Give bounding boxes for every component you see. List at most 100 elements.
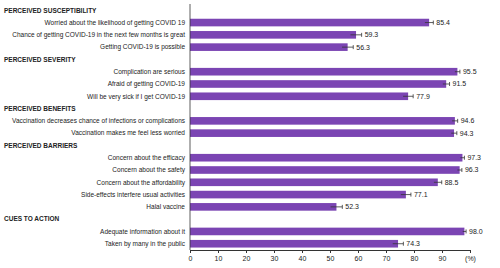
category-label: Chance of getting COVID-19 in the next f… bbox=[12, 31, 185, 39]
bar bbox=[190, 19, 429, 27]
category-label: Vaccination makes me feel less worried bbox=[71, 129, 185, 136]
x-tick-label: 40 bbox=[299, 255, 307, 262]
x-tick-mark bbox=[302, 250, 303, 253]
bar bbox=[190, 68, 457, 76]
x-tick-label: 70 bbox=[383, 255, 391, 262]
error-line bbox=[403, 96, 413, 97]
bar bbox=[190, 129, 454, 137]
category-label: Halal vaccine bbox=[146, 203, 185, 210]
x-tick: 80 bbox=[411, 250, 419, 262]
data-label: 77.1 bbox=[414, 191, 428, 198]
category-label: Worried about the likelihood of getting … bbox=[45, 19, 186, 27]
bar bbox=[190, 80, 446, 88]
error-line bbox=[457, 170, 461, 171]
category-label: Concern about the affordability bbox=[97, 179, 186, 187]
data-label: 56.3 bbox=[356, 44, 370, 51]
x-tick-mark bbox=[218, 250, 219, 253]
error-cap bbox=[410, 193, 411, 197]
error-cap bbox=[353, 45, 354, 49]
category-label: Concern about the efficacy bbox=[108, 154, 186, 162]
error-cap bbox=[459, 70, 460, 74]
data-label: 59.3 bbox=[365, 31, 379, 38]
bar bbox=[190, 178, 438, 186]
error-cap bbox=[441, 180, 442, 184]
bar bbox=[190, 240, 398, 248]
data-label: 98.0 bbox=[469, 228, 483, 235]
x-tick-mark bbox=[442, 250, 443, 253]
error-bar bbox=[460, 156, 464, 160]
error-bar bbox=[451, 131, 457, 135]
x-tick: 50 bbox=[327, 250, 335, 262]
x-axis: 0102030405060708090(%) bbox=[189, 250, 476, 263]
bar bbox=[190, 228, 464, 236]
error-cap bbox=[342, 205, 343, 209]
group-header: PERCEIVED BARRIERS bbox=[4, 142, 78, 149]
x-tick-label: (%) bbox=[465, 255, 476, 263]
x-tick-label: 20 bbox=[243, 255, 251, 262]
error-cap bbox=[461, 168, 462, 172]
error-bar bbox=[452, 119, 458, 123]
error-line bbox=[455, 71, 460, 72]
error-bar bbox=[463, 229, 466, 233]
error-cap bbox=[457, 119, 458, 123]
x-tick-label: 90 bbox=[439, 255, 447, 262]
category-label: Will be very sick if I get COVID-19 bbox=[87, 93, 185, 101]
x-tick: 20 bbox=[243, 250, 251, 262]
x-tick-mark bbox=[470, 250, 471, 253]
x-tick-label: 50 bbox=[327, 255, 335, 262]
x-tick-label: 60 bbox=[355, 255, 363, 262]
x-tick: 30 bbox=[271, 250, 279, 262]
data-label: 77.9 bbox=[416, 93, 430, 100]
error-line bbox=[401, 194, 411, 195]
error-bar bbox=[455, 70, 460, 74]
error-bar bbox=[434, 180, 442, 184]
x-tick: 70 bbox=[383, 250, 391, 262]
bar bbox=[190, 154, 462, 162]
error-bar bbox=[401, 193, 411, 197]
x-tick: 60 bbox=[355, 250, 363, 262]
data-label: 74.3 bbox=[406, 240, 420, 247]
bar bbox=[190, 203, 336, 211]
error-cap bbox=[456, 131, 457, 135]
error-line bbox=[393, 243, 404, 244]
data-label: 97.3 bbox=[467, 154, 481, 161]
category-label: Side-effects interfere usual activities bbox=[81, 191, 186, 198]
data-label: 88.5 bbox=[445, 179, 459, 186]
category-label: Complication are serious bbox=[113, 68, 185, 76]
x-tick-label: 80 bbox=[411, 255, 419, 262]
error-line bbox=[463, 231, 466, 232]
category-label: Adequate information about it bbox=[100, 228, 185, 236]
error-bar bbox=[342, 45, 353, 49]
group-header: CUES TO ACTION bbox=[4, 215, 60, 222]
category-label: Taken by many in the public bbox=[105, 240, 186, 248]
data-label: 94.3 bbox=[460, 130, 474, 137]
category-label: Afraid of getting COVID-19 bbox=[108, 80, 186, 88]
x-tick-mark bbox=[274, 250, 275, 253]
error-line bbox=[350, 34, 361, 35]
error-bar bbox=[403, 94, 413, 98]
bar bbox=[190, 117, 455, 125]
marks bbox=[190, 19, 466, 248]
y-axis-line bbox=[190, 4, 191, 250]
x-tick-mark bbox=[358, 250, 359, 253]
data-label: 85.4 bbox=[436, 19, 450, 26]
error-line bbox=[452, 120, 458, 121]
category-label: Vaccination decreases chance of infectio… bbox=[12, 117, 186, 125]
error-cap bbox=[433, 21, 434, 25]
category-labels: PERCEIVED SUSCEPTIBILITYWorried about th… bbox=[4, 7, 186, 248]
x-tick-label: 30 bbox=[271, 255, 279, 262]
x-axis-line bbox=[191, 251, 471, 254]
x-tick-mark bbox=[246, 250, 247, 253]
x-tick-mark bbox=[190, 250, 191, 253]
data-label: 96.3 bbox=[465, 166, 479, 173]
bar bbox=[190, 31, 356, 39]
error-bar bbox=[443, 82, 450, 86]
error-line bbox=[460, 157, 464, 158]
error-bar bbox=[393, 242, 404, 246]
data-label: 95.5 bbox=[463, 68, 477, 75]
x-tick-mark bbox=[414, 250, 415, 253]
category-label: Getting COVID-19 is possible bbox=[100, 43, 185, 51]
error-line bbox=[451, 133, 457, 134]
category-label: Concern about the safety bbox=[112, 166, 185, 174]
x-tick: 40 bbox=[299, 250, 307, 262]
